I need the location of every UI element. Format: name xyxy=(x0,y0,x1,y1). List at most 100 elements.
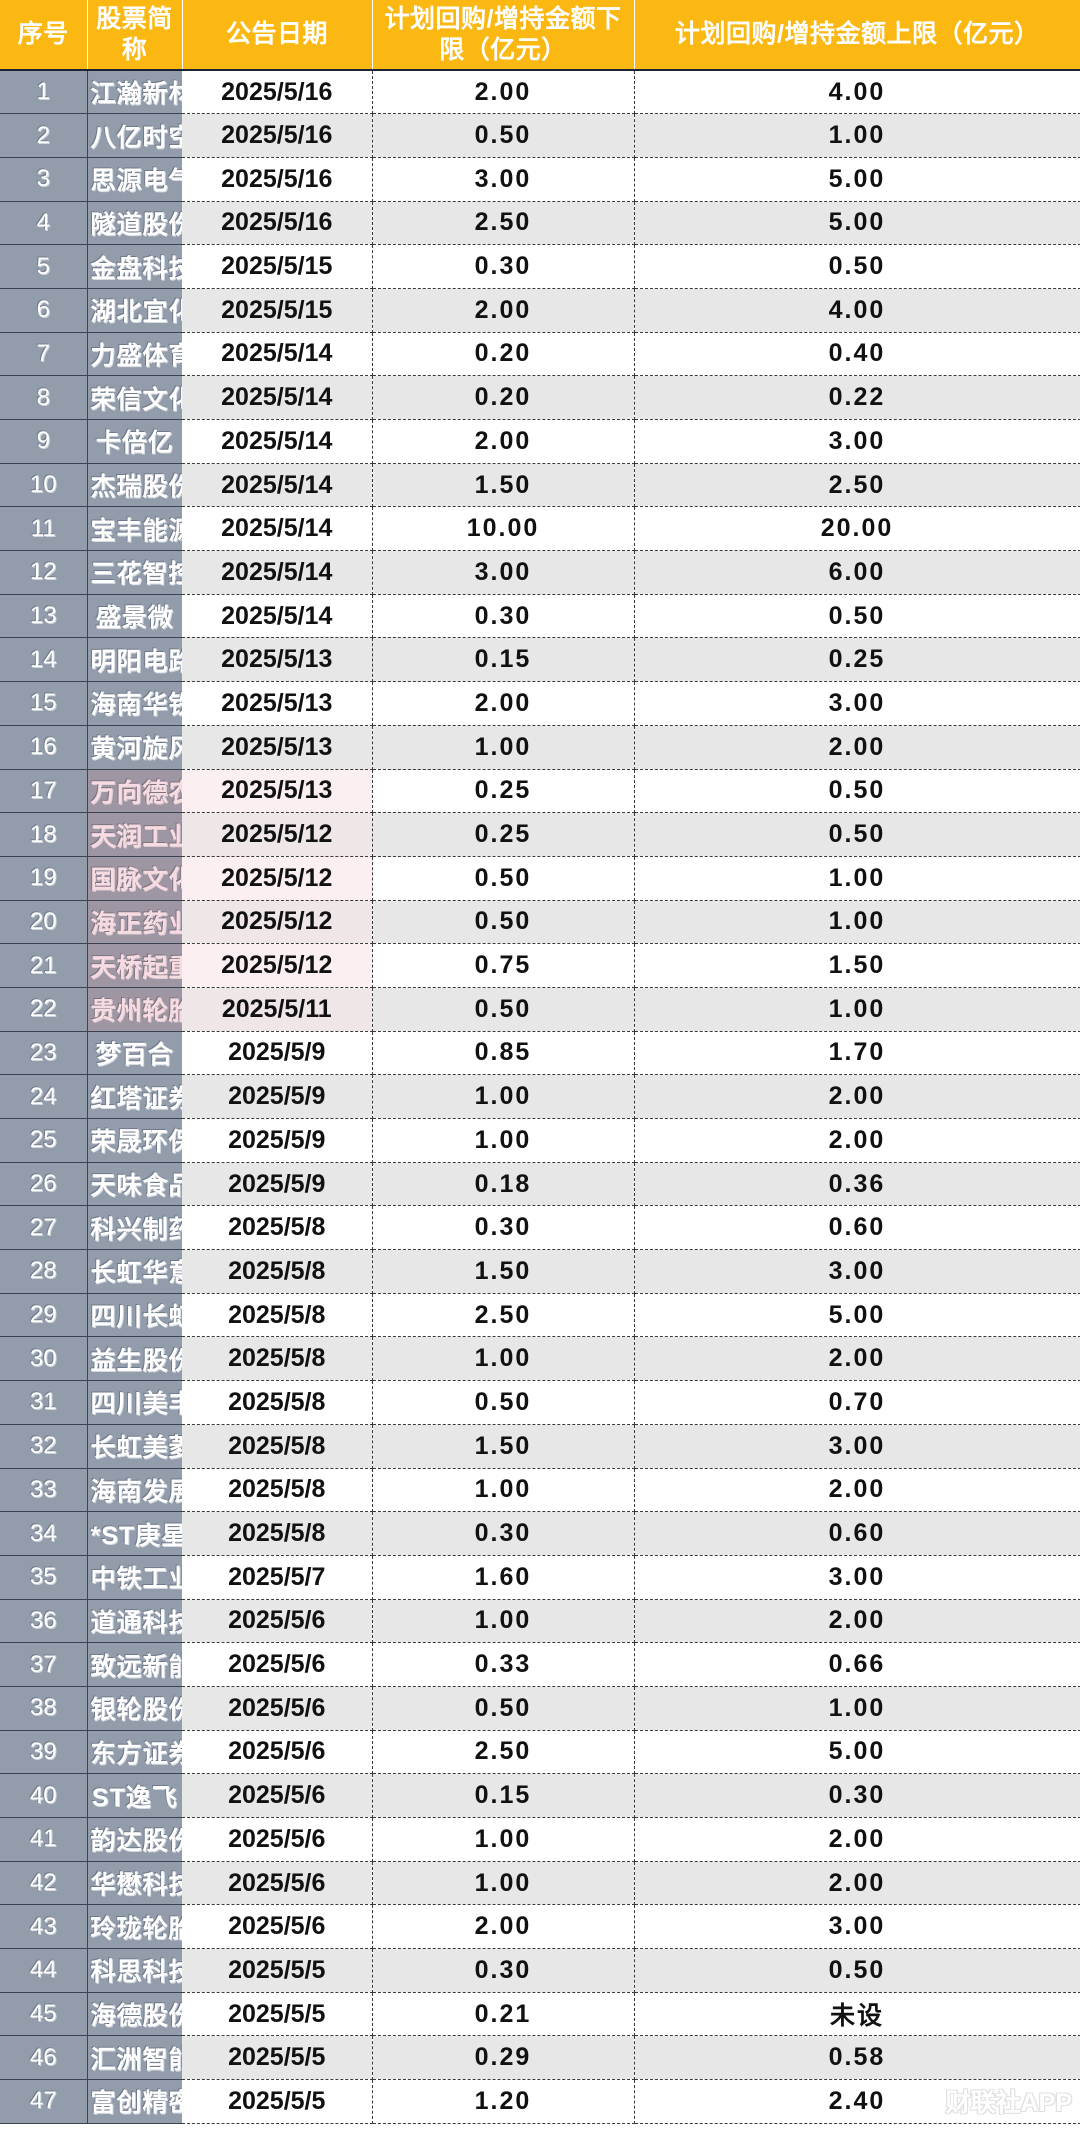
column-header-stock-name[interactable]: 股票简称 xyxy=(87,0,183,70)
cell-index[interactable]: 44 xyxy=(0,1948,88,1993)
cell-amount-low[interactable]: 1.00 xyxy=(372,1861,635,1906)
cell-stock-name[interactable]: 天味食品 xyxy=(87,1162,182,1207)
cell-index[interactable]: 21 xyxy=(0,943,88,988)
table-row[interactable]: 3思源电气2025/5/163.005.00 xyxy=(0,157,1080,202)
cell-index[interactable]: 42 xyxy=(0,1861,88,1906)
cell-amount-low[interactable]: 1.00 xyxy=(372,1118,635,1163)
table-row[interactable]: 37致远新能2025/5/60.330.66 xyxy=(0,1642,1080,1687)
cell-date[interactable]: 2025/5/15 xyxy=(182,288,373,333)
cell-stock-name[interactable]: 明阳电路 xyxy=(87,637,182,683)
cell-amount-low[interactable]: 0.15 xyxy=(372,637,635,683)
cell-amount-high[interactable]: 2.00 xyxy=(634,1468,1080,1513)
table-row[interactable]: 21天桥起重2025/5/120.751.50 xyxy=(0,943,1080,988)
cell-stock-name[interactable]: 海德股份 xyxy=(87,1992,182,2037)
cell-stock-name[interactable]: 科思科技 xyxy=(87,1948,182,1993)
cell-amount-low[interactable]: 0.50 xyxy=(372,1686,635,1731)
cell-amount-high[interactable]: 3.00 xyxy=(634,1424,1080,1469)
cell-amount-high[interactable]: 0.22 xyxy=(634,375,1080,420)
cell-amount-high[interactable]: 3.00 xyxy=(634,1249,1080,1294)
table-row[interactable]: 8荣信文化2025/5/140.200.22 xyxy=(0,375,1080,420)
cell-index[interactable]: 11 xyxy=(0,506,88,552)
cell-index[interactable]: 25 xyxy=(0,1118,88,1163)
cell-amount-low[interactable]: 0.18 xyxy=(372,1162,635,1207)
cell-date[interactable]: 2025/5/9 xyxy=(182,1074,373,1119)
cell-index[interactable]: 38 xyxy=(0,1686,88,1731)
table-row[interactable]: 17万向德农2025/5/130.250.50 xyxy=(0,769,1080,814)
table-row[interactable]: 5金盘科技2025/5/150.300.50 xyxy=(0,244,1080,289)
cell-date[interactable]: 2025/5/6 xyxy=(182,1686,373,1731)
table-row[interactable]: 2八亿时空2025/5/160.501.00 xyxy=(0,113,1080,158)
cell-index[interactable]: 28 xyxy=(0,1249,88,1294)
table-row[interactable]: 47富创精密2025/5/51.202.40 xyxy=(0,2079,1080,2124)
cell-date[interactable]: 2025/5/16 xyxy=(182,157,373,202)
cell-stock-name[interactable]: *ST庚星 xyxy=(87,1511,182,1556)
cell-date[interactable]: 2025/5/14 xyxy=(182,419,373,464)
table-row[interactable]: 10杰瑞股份2025/5/141.502.50 xyxy=(0,463,1080,508)
cell-amount-low[interactable]: 0.50 xyxy=(372,856,635,901)
cell-amount-high[interactable]: 0.36 xyxy=(634,1162,1080,1207)
table-row[interactable]: 13 盛景微 2025/5/14 0.30 0.50 xyxy=(0,594,1080,639)
cell-stock-name[interactable]: 海南华铁 xyxy=(87,681,182,726)
cell-stock-name[interactable]: 三花智控 xyxy=(87,550,182,595)
cell-amount-high[interactable]: 0.66 xyxy=(634,1642,1080,1687)
cell-amount-high[interactable]: 2.40 xyxy=(634,2079,1080,2124)
cell-stock-name[interactable]: 贵州轮胎 xyxy=(87,987,182,1032)
cell-amount-high[interactable]: 0.50 xyxy=(634,594,1080,639)
cell-amount-high[interactable]: 6.00 xyxy=(634,550,1080,595)
cell-amount-low[interactable]: 0.50 xyxy=(372,987,635,1032)
cell-amount-low[interactable]: 0.50 xyxy=(372,900,635,945)
cell-amount-low[interactable]: 1.00 xyxy=(372,725,635,770)
cell-amount-low[interactable]: 0.15 xyxy=(372,1773,635,1818)
cell-date[interactable]: 2025/5/8 xyxy=(182,1293,373,1338)
cell-stock-name[interactable]: 万向德农 xyxy=(87,769,182,814)
cell-index[interactable]: 20 xyxy=(0,900,88,945)
cell-amount-low[interactable]: 10.00 xyxy=(372,506,635,552)
cell-index[interactable]: 18 xyxy=(0,812,88,857)
cell-stock-name[interactable]: 东方证券 xyxy=(87,1730,182,1775)
column-header-amount-high[interactable]: 计划回购/增持金额上限（亿元） xyxy=(634,0,1080,70)
cell-amount-low[interactable]: 2.50 xyxy=(372,1730,635,1775)
cell-date[interactable]: 2025/5/12 xyxy=(182,900,373,945)
cell-date[interactable]: 2025/5/6 xyxy=(182,1599,373,1644)
cell-amount-high[interactable]: 0.58 xyxy=(634,2035,1080,2081)
cell-amount-low[interactable]: 0.25 xyxy=(372,812,635,857)
cell-amount-high[interactable]: 0.50 xyxy=(634,769,1080,814)
table-row[interactable]: 16黄河旋风2025/5/131.002.00 xyxy=(0,725,1080,770)
cell-date[interactable]: 2025/5/9 xyxy=(182,1118,373,1163)
table-row[interactable]: 33海南发展2025/5/81.002.00 xyxy=(0,1468,1080,1513)
cell-index[interactable]: 9 xyxy=(0,419,88,464)
cell-amount-high[interactable]: 1.00 xyxy=(634,987,1080,1032)
cell-date[interactable]: 2025/5/6 xyxy=(182,1730,373,1775)
cell-index[interactable]: 45 xyxy=(0,1992,88,2037)
table-row[interactable]: 46汇洲智能2025/5/50.290.58 xyxy=(0,2035,1080,2081)
cell-index[interactable]: 22 xyxy=(0,987,88,1032)
table-row[interactable]: 19国脉文化2025/5/120.501.00 xyxy=(0,856,1080,901)
table-row[interactable]: 1江瀚新材2025/5/162.004.00 xyxy=(0,70,1080,115)
cell-amount-low[interactable]: 3.00 xyxy=(372,550,635,595)
table-row[interactable]: 20海正药业2025/5/120.501.00 xyxy=(0,900,1080,945)
cell-stock-name[interactable]: 银轮股份 xyxy=(87,1686,182,1731)
cell-index[interactable]: 47 xyxy=(0,2079,88,2124)
cell-date[interactable]: 2025/5/6 xyxy=(182,1773,373,1818)
cell-date[interactable]: 2025/5/8 xyxy=(182,1336,373,1382)
cell-date[interactable]: 2025/5/8 xyxy=(182,1511,373,1556)
cell-amount-high[interactable]: 未设 xyxy=(634,1992,1080,2037)
cell-index[interactable]: 24 xyxy=(0,1074,88,1119)
table-row[interactable]: 43玲珑轮胎2025/5/62.003.00 xyxy=(0,1904,1080,1950)
cell-amount-low[interactable]: 1.60 xyxy=(372,1555,635,1600)
cell-amount-low[interactable]: 2.50 xyxy=(372,201,635,246)
cell-amount-low[interactable]: 1.00 xyxy=(372,1599,635,1644)
cell-stock-name[interactable]: 玲珑轮胎 xyxy=(87,1904,182,1950)
cell-amount-low[interactable]: 1.20 xyxy=(372,2079,635,2124)
cell-index[interactable]: 7 xyxy=(0,332,88,377)
table-row[interactable]: 30益生股份2025/5/81.002.00 xyxy=(0,1336,1080,1382)
cell-index[interactable]: 19 xyxy=(0,856,88,901)
cell-index[interactable]: 15 xyxy=(0,681,88,726)
cell-date[interactable]: 2025/5/15 xyxy=(182,244,373,289)
cell-amount-low[interactable]: 2.00 xyxy=(372,288,635,333)
table-row[interactable]: 36道通科技2025/5/61.002.00 xyxy=(0,1599,1080,1644)
cell-date[interactable]: 2025/5/5 xyxy=(182,1948,373,1993)
table-row[interactable]: 29四川长虹2025/5/82.505.00 xyxy=(0,1293,1080,1338)
cell-amount-low[interactable]: 0.20 xyxy=(372,375,635,420)
